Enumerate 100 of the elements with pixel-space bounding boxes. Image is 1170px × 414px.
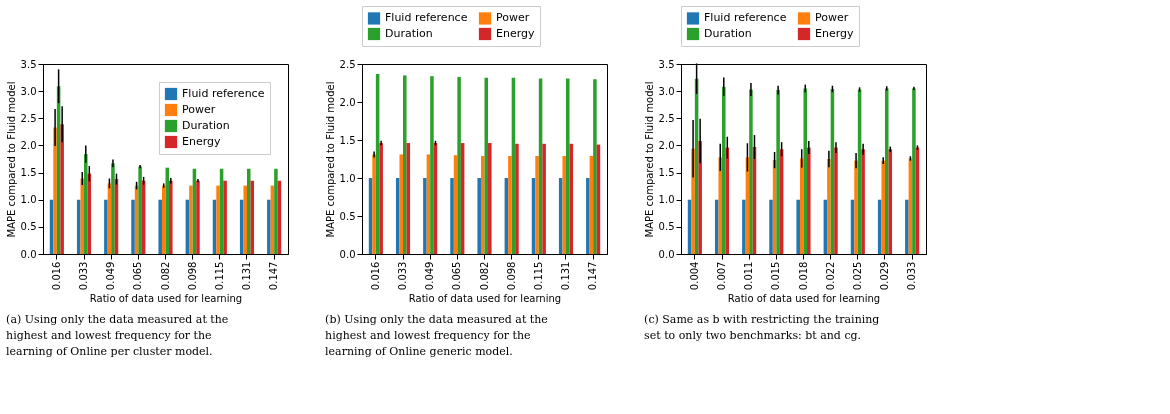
bar [508,155,512,254]
x-tick-label: 0.098 [186,261,198,291]
y-tick-label: 0.0 [339,248,356,260]
bar [586,178,590,254]
bar [196,180,200,254]
y-tick-label: 0.5 [658,221,675,233]
y-tick-label: 0.5 [20,221,37,233]
x-tick-label: 0.033 [78,261,90,291]
bar [776,90,780,254]
legend-label: Fluid reference [385,11,468,25]
bar [593,79,597,254]
x-tick-label: 0.115 [213,261,225,291]
y-tick-label: 0.0 [20,248,37,260]
bar [111,163,115,254]
bar [905,199,909,254]
bar [84,154,88,254]
bar [796,199,800,254]
x-tick-label: 0.011 [743,261,755,291]
y-tick-label: 1.0 [658,194,675,206]
y-axis-title: MAPE compared to Fluid model [643,81,655,238]
y-tick-label: 2.0 [658,139,675,151]
legend-label: Energy [815,27,854,40]
x-tick-label: 0.016 [369,261,381,291]
legend-label: Power [815,11,849,25]
bar [565,78,570,254]
x-tick-label: 0.147 [268,261,280,291]
legend-label: Fluid reference [704,11,787,25]
bar [834,147,838,254]
bar [881,160,885,254]
bar [827,159,831,254]
y-axis-title: MAPE compared to Fluid model [324,81,336,238]
x-tick-label: 0.022 [824,261,836,291]
bar [216,185,220,254]
legend-label: Energy [496,27,535,40]
bar [138,166,142,254]
bar [722,86,726,254]
x-tick-label: 0.016 [50,261,62,291]
bar [372,154,376,254]
bar [450,178,454,254]
x-tick-label: 0.115 [532,261,544,291]
legend-label: Power [496,11,530,25]
bar [457,76,461,254]
y-tick-label: 3.0 [20,85,37,97]
bar [80,178,85,254]
x-tick-label: 0.065 [451,261,463,291]
x-tick-label: 0.131 [240,261,252,291]
x-axis-title: Ratio of data used for learning [408,293,562,305]
x-tick-label: 0.015 [770,261,782,291]
bar [399,154,404,254]
bar [243,185,247,254]
bar [403,75,407,254]
bar [488,143,492,254]
y-tick-label: 1.5 [658,167,675,179]
legend-label: Power [182,103,216,116]
y-tick-label: 2.5 [658,112,675,124]
text: (b) Using only the data measured at the highest and lowest frequency for the learning of Online generic model. [325,312,548,358]
bar [60,124,64,254]
bar [749,89,753,254]
x-tick-label: 0.033 [906,261,918,291]
bar [223,180,227,254]
bar [769,199,773,254]
y-tick-label: 2.5 [339,58,356,70]
y-tick-label: 1.0 [20,194,37,206]
y-tick-label: 0.5 [339,210,356,222]
y-tick-label: 3.5 [658,58,675,70]
bar [542,143,546,254]
legend-label: Duration [385,27,433,40]
x-tick-label: 0.082 [478,261,490,291]
bar [807,147,811,254]
x-tick-label: 0.025 [851,261,863,291]
y-tick-label: 3.0 [658,85,675,97]
y-tick-label: 1.5 [20,167,37,179]
bar [131,199,135,254]
bar [515,143,519,254]
bar [854,160,858,254]
bar [379,143,383,254]
bar [799,158,804,254]
bar [535,155,539,254]
bar [861,149,865,254]
x-axis-title: Ratio of data used for learning [89,293,243,305]
bar [912,88,916,254]
x-tick-label: 0.049 [424,261,436,291]
bar [423,178,427,254]
x-tick-label: 0.131 [559,261,571,291]
bar [53,127,57,254]
bar [742,199,746,254]
y-tick-label: 1.0 [339,172,356,184]
bar [161,185,166,254]
y-tick-label: 1.5 [339,134,356,146]
bar [274,168,278,254]
y-tick-label: 3.5 [20,58,37,70]
x-tick-label: 0.029 [878,261,890,291]
y-axis-title: MAPE compared to Fluid model [5,81,17,238]
bar [158,199,162,254]
x-tick-label: 0.004 [688,261,700,291]
text: (a) Using only the data measured at the highest and lowest frequency for the learning of Online per cluster model. [6,312,229,358]
legend-label: Fluid reference [182,87,265,100]
x-tick-label: 0.033 [397,261,409,291]
y-tick-label: 0.0 [658,248,675,260]
legend-label: Energy [182,135,221,148]
